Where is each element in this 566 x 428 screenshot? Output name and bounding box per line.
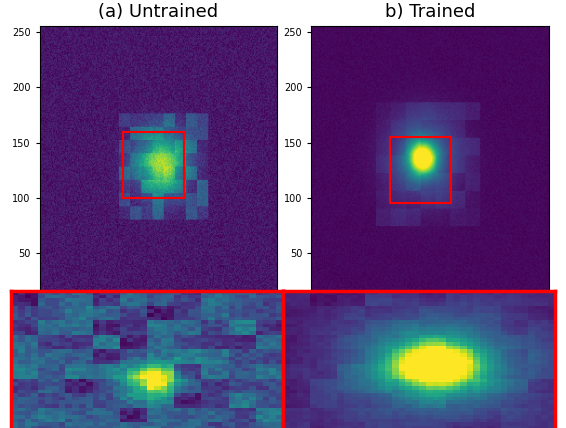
Title: (a) Untrained: (a) Untrained [98, 3, 218, 21]
Bar [123, 132, 183, 198]
Title: b) Trained: b) Trained [385, 3, 475, 21]
Bar [390, 137, 451, 203]
